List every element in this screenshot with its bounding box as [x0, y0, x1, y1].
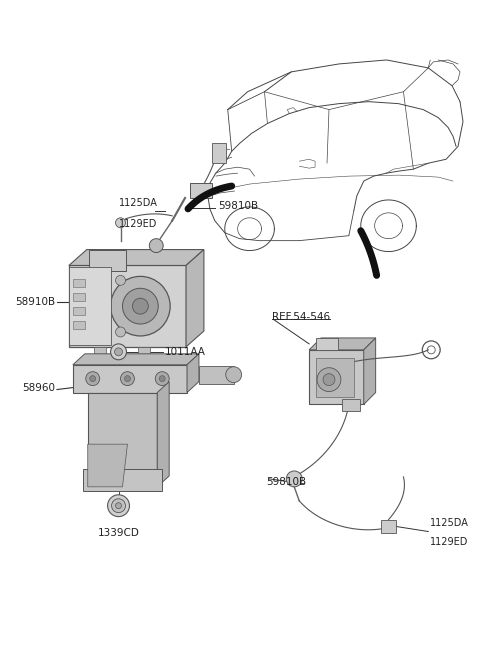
Text: 1339CD: 1339CD	[97, 528, 140, 537]
Text: 59810B: 59810B	[266, 477, 307, 487]
Bar	[342, 399, 360, 411]
Bar	[89, 250, 126, 271]
Text: 58910B: 58910B	[15, 297, 55, 307]
Bar	[83, 469, 162, 491]
Circle shape	[90, 376, 96, 382]
Polygon shape	[157, 382, 169, 487]
Bar	[316, 358, 354, 397]
Circle shape	[110, 344, 126, 360]
Text: 1011AA: 1011AA	[165, 347, 206, 357]
Circle shape	[124, 376, 131, 382]
Circle shape	[317, 368, 341, 392]
Circle shape	[116, 503, 121, 509]
Bar	[73, 365, 187, 392]
Circle shape	[149, 238, 163, 252]
Bar	[73, 279, 85, 287]
Circle shape	[122, 288, 158, 324]
Text: REF.54-546: REF.54-546	[273, 312, 331, 322]
Circle shape	[132, 298, 148, 314]
Bar	[69, 265, 186, 347]
Circle shape	[116, 218, 125, 228]
Polygon shape	[186, 250, 204, 347]
Circle shape	[155, 372, 169, 386]
Circle shape	[116, 275, 125, 285]
Bar	[381, 520, 396, 533]
Polygon shape	[364, 338, 376, 405]
Polygon shape	[69, 250, 204, 265]
Circle shape	[110, 277, 170, 336]
Bar	[316, 338, 338, 350]
Text: 1129ED: 1129ED	[430, 537, 468, 547]
Bar	[212, 143, 226, 163]
Bar	[138, 347, 150, 355]
Bar	[190, 183, 212, 198]
Polygon shape	[199, 366, 234, 384]
Bar	[88, 392, 157, 487]
Bar	[309, 350, 364, 405]
Bar	[73, 293, 85, 301]
Text: 1125DA: 1125DA	[119, 198, 157, 208]
Circle shape	[120, 372, 134, 386]
Circle shape	[226, 367, 241, 382]
Polygon shape	[309, 338, 376, 350]
Circle shape	[286, 471, 302, 487]
Text: 59810B: 59810B	[218, 201, 258, 211]
Circle shape	[86, 372, 100, 386]
Bar	[69, 267, 110, 345]
Polygon shape	[73, 354, 199, 365]
Circle shape	[111, 499, 125, 512]
Text: 1125DA: 1125DA	[430, 518, 469, 528]
Polygon shape	[88, 444, 128, 487]
Circle shape	[116, 327, 125, 337]
Text: 1129ED: 1129ED	[119, 219, 157, 229]
Circle shape	[323, 374, 335, 386]
Bar	[94, 347, 106, 355]
Bar	[73, 307, 85, 315]
Circle shape	[115, 348, 122, 356]
Bar	[73, 321, 85, 329]
Polygon shape	[187, 354, 199, 392]
Circle shape	[108, 495, 130, 516]
Circle shape	[159, 376, 165, 382]
Text: 58960: 58960	[22, 382, 55, 393]
